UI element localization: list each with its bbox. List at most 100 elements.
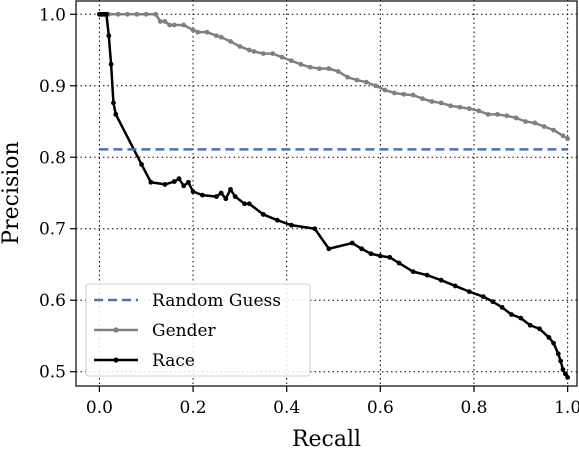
- gender-point: [298, 61, 304, 67]
- gender-point: [134, 11, 140, 17]
- x-tick-label: 0.2: [180, 398, 207, 418]
- y-tick-label: 0.5: [39, 363, 66, 383]
- gender-point: [363, 79, 369, 85]
- race-point: [326, 246, 332, 252]
- race-point: [466, 289, 472, 295]
- race-point: [162, 182, 168, 187]
- gender-point: [125, 11, 130, 17]
- gender-point: [181, 22, 187, 28]
- gender-point: [448, 103, 453, 109]
- gender-point: [457, 104, 463, 110]
- axis-ticks: 0.0 0.2 0.4 0.6 0.8 1.0 0.5 0.6 0.7 0.8 0.9 1.0: [39, 5, 579, 418]
- race-point: [565, 375, 571, 380]
- race-point: [214, 194, 219, 199]
- race-point: [452, 283, 458, 289]
- race-point: [551, 340, 556, 346]
- gender-point: [401, 91, 407, 97]
- race-point: [106, 33, 112, 39]
- grid-lines: [76, 0, 577, 386]
- race-point: [509, 312, 514, 317]
- gender-point: [523, 119, 528, 124]
- gender-point: [326, 66, 332, 72]
- y-tick-label: 0.9: [39, 77, 66, 97]
- gender-point: [373, 83, 379, 89]
- race-point: [111, 100, 116, 106]
- gender-point: [504, 113, 510, 119]
- x-tick-label: 0.6: [367, 398, 394, 418]
- gender-point: [345, 74, 350, 80]
- race-point: [246, 201, 252, 207]
- gender-point: [466, 106, 472, 112]
- x-tick-label: 0.8: [460, 398, 487, 418]
- gender-point: [171, 22, 177, 28]
- race-point: [104, 11, 109, 17]
- legend-box: [85, 283, 311, 377]
- race-point: [139, 162, 144, 167]
- gender-point: [237, 44, 243, 49]
- x-tick-label: 1.0: [554, 398, 579, 418]
- gender-point: [228, 39, 233, 44]
- gender-point: [495, 111, 500, 117]
- race-point: [555, 351, 561, 357]
- gender-point: [420, 96, 425, 102]
- gender-line: [99, 13, 569, 140]
- race-point: [499, 304, 505, 310]
- legend-label-race: Race: [152, 351, 195, 371]
- race-point: [438, 277, 444, 283]
- gender-point: [382, 87, 388, 93]
- gender-point: [288, 58, 294, 64]
- gender-point: [317, 66, 322, 72]
- gender-point: [307, 64, 313, 70]
- legend-label-gender: Gender: [152, 321, 217, 341]
- race-point: [562, 371, 568, 377]
- race-point: [288, 222, 294, 228]
- legend: Random Guess Gender Race: [85, 283, 311, 377]
- gender-point: [214, 33, 219, 39]
- race-point: [480, 294, 486, 300]
- race-point: [218, 190, 224, 196]
- gender-point: [195, 29, 201, 35]
- gender-point: [354, 77, 360, 83]
- gender-point: [251, 49, 257, 54]
- race-point: [359, 246, 365, 252]
- race-point: [228, 187, 233, 192]
- y-tick-label: 0.8: [39, 148, 66, 168]
- gender-point: [391, 90, 397, 96]
- race-point: [527, 322, 533, 328]
- x-tick-label: 0.4: [273, 398, 300, 418]
- gender-point: [279, 54, 285, 60]
- gender-point: [246, 47, 252, 53]
- race-point: [113, 111, 119, 117]
- race-point: [560, 367, 566, 372]
- gender-point: [157, 19, 163, 24]
- race-point: [108, 61, 114, 67]
- gender-point: [560, 133, 566, 139]
- gender-point: [153, 11, 158, 17]
- race-point: [223, 196, 229, 202]
- race-point: [148, 179, 154, 185]
- race-point: [537, 326, 542, 332]
- y-tick-label: 1.0: [39, 5, 66, 25]
- gender-point: [218, 34, 224, 40]
- race-point: [242, 201, 247, 207]
- race-point: [274, 217, 280, 223]
- legend-marker-race: [113, 357, 119, 363]
- gender-point: [485, 111, 491, 117]
- race-point: [349, 240, 355, 246]
- race-point: [312, 226, 318, 232]
- race-point: [185, 179, 191, 185]
- gender-point: [438, 100, 444, 106]
- race-point: [200, 192, 205, 198]
- y-tick-label: 0.7: [39, 220, 66, 240]
- race-point: [176, 176, 182, 182]
- gender-point: [167, 22, 173, 28]
- race-point: [518, 315, 524, 321]
- gender-point: [410, 92, 416, 98]
- race-point: [232, 194, 238, 199]
- race-point: [546, 334, 552, 340]
- race-point: [377, 253, 383, 259]
- gender-point: [115, 11, 121, 17]
- gender-point: [565, 136, 571, 142]
- gender-point: [429, 99, 435, 104]
